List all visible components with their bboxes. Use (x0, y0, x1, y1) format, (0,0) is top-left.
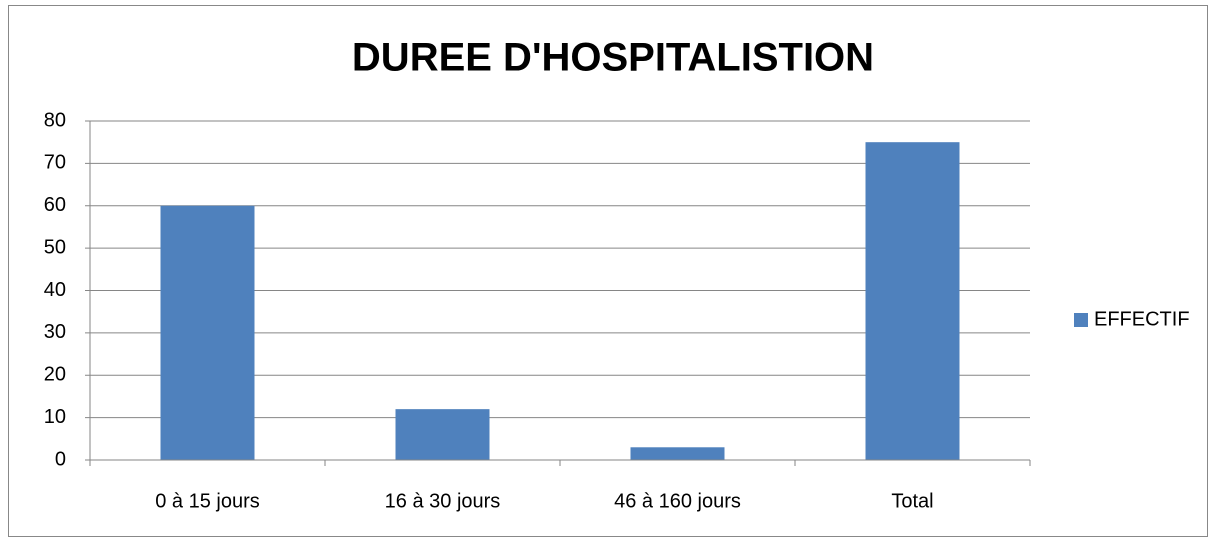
y-tick-label: 80 (44, 109, 66, 131)
y-tick-label: 60 (44, 194, 66, 216)
x-tick-label: 0 à 15 jours (155, 490, 260, 512)
legend-swatch (1074, 313, 1088, 327)
y-tick-label: 50 (44, 236, 66, 258)
y-tick-label: 30 (44, 321, 66, 343)
y-tick-label: 40 (44, 279, 66, 301)
legend-label: EFFECTIF (1094, 308, 1190, 330)
bar (630, 447, 725, 460)
bar (160, 205, 255, 460)
y-tick-label: 70 (44, 152, 66, 174)
y-tick-label: 20 (44, 364, 66, 386)
x-tick-label: 16 à 30 jours (385, 490, 501, 512)
y-tick-label: 0 (55, 448, 66, 470)
bar (395, 409, 490, 460)
x-tick-label: 46 à 160 jours (614, 490, 741, 512)
x-tick-label: Total (891, 490, 933, 512)
y-tick-label: 10 (44, 406, 66, 428)
bar (865, 142, 960, 460)
chart-title: DUREE D'HOSPITALISTION (352, 36, 874, 80)
